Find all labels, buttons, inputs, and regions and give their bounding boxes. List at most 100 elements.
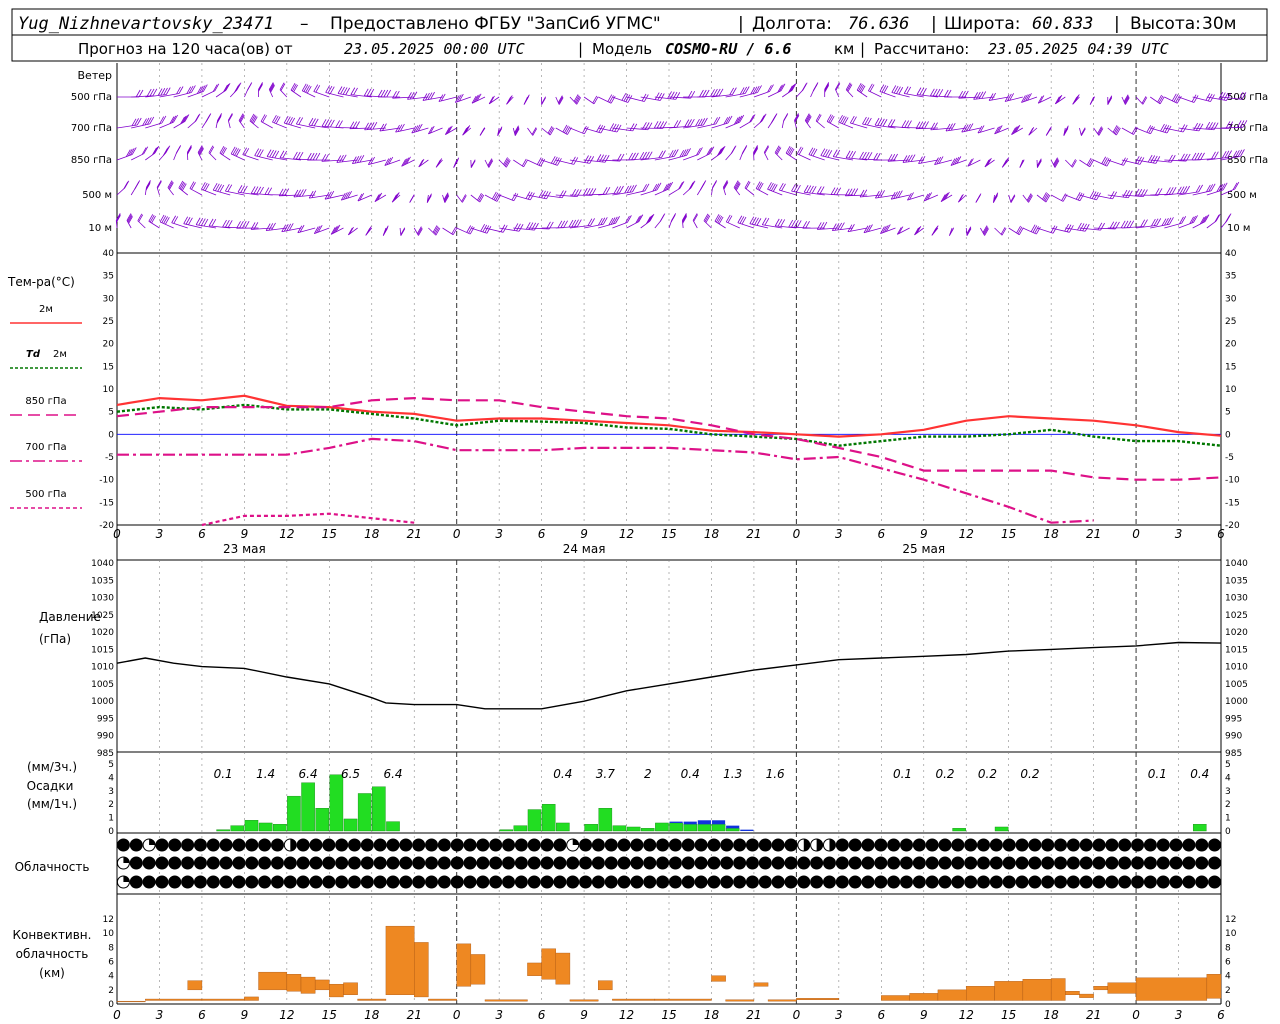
wind-barb-shaft bbox=[1178, 191, 1199, 196]
wind-barb bbox=[297, 224, 316, 234]
wind-barb-feather bbox=[204, 183, 210, 191]
temp-tick-left: -5 bbox=[105, 453, 114, 463]
wind-barb-feather bbox=[893, 191, 898, 199]
wind-barb bbox=[973, 91, 995, 100]
wind-barb-feather bbox=[258, 83, 263, 91]
cloud-cover-circle bbox=[899, 838, 913, 852]
cloud-circle bbox=[1028, 838, 1042, 852]
wind-barb-feather bbox=[434, 227, 440, 235]
wind-barb bbox=[484, 191, 502, 202]
wind-barb-feather bbox=[1015, 124, 1021, 133]
wind-barb-feather bbox=[144, 117, 150, 126]
wind-barb-feather bbox=[196, 86, 202, 94]
wind-barb-feather bbox=[758, 183, 764, 191]
wind-barb-shaft bbox=[918, 159, 938, 165]
wind-barb bbox=[992, 192, 999, 203]
wind-barb-shaft bbox=[321, 159, 344, 162]
wind-barb-feather bbox=[957, 194, 963, 203]
wind-barb-feather bbox=[171, 215, 177, 223]
hour-tick-label: 15 bbox=[661, 527, 676, 541]
wind-barb-feather bbox=[452, 227, 458, 235]
wind-barb-feather bbox=[822, 221, 828, 230]
wind-barb-feather bbox=[772, 184, 778, 192]
wind-barb-feather bbox=[952, 157, 958, 166]
wind-barb-feather bbox=[701, 89, 707, 98]
cloud-cover-circle bbox=[810, 838, 824, 852]
wind-barb-shaft bbox=[862, 123, 882, 129]
wind-barb-feather bbox=[609, 123, 615, 131]
cloud-circle bbox=[168, 838, 182, 852]
cloud-circle bbox=[925, 838, 939, 852]
cloud-cover-circle bbox=[437, 875, 451, 889]
cloud-cover-circle bbox=[399, 856, 413, 870]
wind-barb bbox=[1164, 216, 1187, 229]
wind-barb bbox=[808, 147, 825, 161]
wind-barb bbox=[156, 180, 162, 196]
wind-barb-feather bbox=[1160, 123, 1165, 132]
cloud-circle bbox=[206, 875, 220, 889]
wind-barb-feather bbox=[1134, 156, 1140, 164]
wind-barb-feather bbox=[788, 219, 794, 228]
wind-barb-feather bbox=[298, 117, 304, 125]
wind-barb-shaft bbox=[244, 89, 249, 98]
wind-barb bbox=[159, 145, 171, 161]
cloud-cover-circle bbox=[258, 838, 272, 852]
wind-barb-feather bbox=[290, 117, 296, 126]
cloud-cover-circle bbox=[861, 856, 875, 870]
temp-series-t500 bbox=[201, 512, 415, 527]
cloud-circle bbox=[1195, 856, 1209, 870]
wind-barb-feather bbox=[211, 218, 217, 227]
hour-tick-label: 9 bbox=[580, 527, 588, 541]
wind-barb-shaft bbox=[1121, 127, 1134, 135]
cloud-cover-circle bbox=[694, 838, 708, 852]
wind-barb bbox=[879, 84, 896, 98]
wind-barb-shaft bbox=[668, 154, 687, 161]
wind-barb-feather bbox=[755, 181, 761, 189]
temp-tick-right: 25 bbox=[1225, 317, 1236, 327]
wind-barb-shaft bbox=[1178, 127, 1199, 132]
wind-barb-feather bbox=[281, 188, 287, 196]
wind-barb-feather bbox=[956, 156, 962, 164]
cloud-cover-circle bbox=[617, 875, 631, 889]
wind-barb-feather bbox=[1232, 150, 1238, 158]
cloud-cover-circle bbox=[977, 875, 991, 889]
wind-barb-feather bbox=[764, 146, 770, 154]
wind-barb-feather bbox=[856, 82, 862, 91]
wind-barb bbox=[832, 149, 854, 161]
cloud-circle bbox=[720, 875, 734, 889]
cloud-circle bbox=[463, 856, 477, 870]
cloud-cover-circle bbox=[707, 838, 721, 852]
wind-barb-feather bbox=[1152, 155, 1158, 164]
wind-barb-feather bbox=[1000, 227, 1006, 235]
wind-barb-feather bbox=[954, 156, 960, 165]
wind-barb-feather bbox=[1034, 226, 1039, 234]
cloud-cover-circle bbox=[861, 875, 875, 889]
wind-barb-feather bbox=[392, 91, 397, 99]
wind-level-label-right: 850 гПа bbox=[1227, 155, 1268, 166]
wind-barb-feather bbox=[1097, 126, 1102, 134]
wind-barb bbox=[749, 216, 769, 229]
wind-barb-feather bbox=[881, 85, 887, 93]
wind-barb-feather bbox=[704, 89, 710, 98]
cloud-cover-circle bbox=[784, 875, 798, 889]
wind-barb-shaft bbox=[1206, 220, 1217, 229]
cloud-cover-circle bbox=[989, 856, 1003, 870]
cloud-circle bbox=[733, 838, 747, 852]
cloud-cover-circle bbox=[720, 856, 734, 870]
wind-barb-shaft bbox=[891, 194, 910, 200]
wind-barb-feather bbox=[480, 127, 486, 135]
wind-barb bbox=[739, 114, 756, 129]
cloud-cover-circle bbox=[964, 856, 978, 870]
wind-barb-feather bbox=[265, 223, 271, 231]
wind-barb-feather bbox=[1004, 157, 1010, 165]
wind-barb bbox=[958, 90, 981, 99]
cloud-circle bbox=[322, 838, 336, 852]
conv-tick-right: 4 bbox=[1225, 972, 1231, 982]
wind-barb-feather bbox=[418, 228, 423, 236]
wind-level-label-left: 700 гПа bbox=[71, 123, 112, 134]
wind-barb-shaft bbox=[916, 94, 938, 98]
wind-barb bbox=[264, 187, 287, 196]
wind-barb-feather bbox=[717, 215, 723, 224]
wind-barb-feather bbox=[487, 158, 493, 166]
cloud-circle bbox=[887, 875, 901, 889]
